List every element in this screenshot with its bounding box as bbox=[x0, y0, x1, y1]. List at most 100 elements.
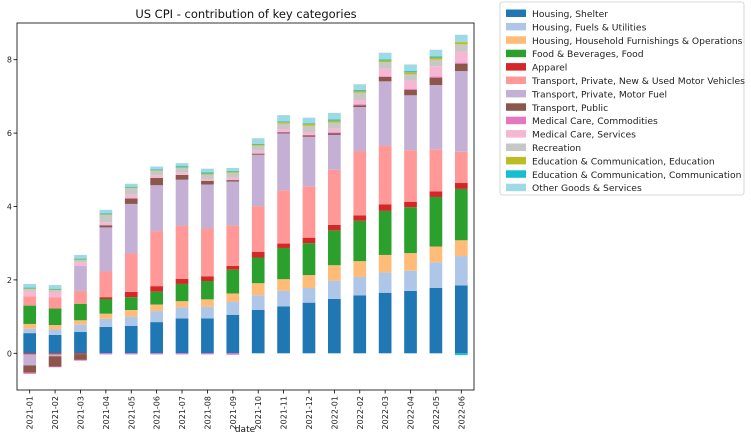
bar-segment bbox=[74, 324, 87, 333]
legend-swatch bbox=[506, 9, 526, 17]
bar-segment bbox=[23, 296, 37, 306]
bar-segment bbox=[150, 169, 163, 171]
bar-segment bbox=[175, 283, 189, 302]
bar-segment bbox=[48, 297, 62, 309]
bar-segment bbox=[99, 209, 113, 214]
bar-segment bbox=[23, 328, 37, 334]
bar-segment bbox=[454, 256, 468, 286]
bar-segment bbox=[404, 95, 417, 151]
legend-label: Recreation bbox=[532, 143, 581, 154]
bar-segment bbox=[175, 318, 189, 354]
x-tick-label: 2021-05 bbox=[127, 396, 136, 429]
bar-segment bbox=[353, 295, 367, 354]
y-axis: 0 2 4 6 8 bbox=[7, 56, 17, 358]
bar-segment bbox=[429, 59, 443, 67]
bar-segment bbox=[378, 254, 392, 273]
bar-segment bbox=[150, 304, 163, 312]
bar-segment bbox=[378, 59, 392, 61]
bar-segment bbox=[353, 261, 367, 277]
bar-segment bbox=[353, 107, 367, 152]
bar-segment bbox=[23, 365, 37, 373]
bar-segment bbox=[378, 76, 392, 77]
bar-segment bbox=[48, 325, 62, 330]
bar-segment bbox=[124, 353, 138, 355]
bar-segment bbox=[302, 243, 316, 276]
bar-segment bbox=[277, 243, 290, 248]
bar-segment bbox=[378, 145, 392, 205]
bar-segment bbox=[302, 275, 316, 288]
bar-segment bbox=[277, 121, 290, 123]
bar-segment bbox=[251, 309, 265, 354]
x-tick-label: 2021-04 bbox=[102, 396, 111, 429]
bar-segment bbox=[429, 56, 443, 58]
bar-segment bbox=[226, 167, 240, 171]
bar-segment bbox=[124, 198, 138, 204]
bar-segment bbox=[429, 85, 443, 150]
bar-segment bbox=[124, 203, 138, 254]
legend-swatch bbox=[506, 49, 526, 58]
bar-segment bbox=[48, 354, 62, 357]
bar-segment bbox=[99, 313, 113, 319]
bar-segment bbox=[226, 269, 240, 294]
bar-segment bbox=[74, 290, 87, 304]
legend-swatch bbox=[506, 143, 526, 151]
x-tick-label: 2021-12 bbox=[305, 396, 314, 429]
bar-segment bbox=[48, 329, 62, 335]
bar-segment bbox=[23, 283, 37, 288]
legend-label: Housing, Fuels & Utilities bbox=[532, 22, 647, 33]
bar-segment bbox=[404, 270, 417, 291]
bar-segment bbox=[23, 333, 37, 354]
legend-swatch bbox=[506, 22, 526, 31]
bar-segment bbox=[378, 52, 392, 60]
bar-segment bbox=[201, 172, 214, 174]
bar-segment bbox=[175, 174, 189, 180]
bar-segment bbox=[302, 123, 316, 124]
bar-segment bbox=[201, 184, 214, 229]
bar-segment bbox=[226, 171, 240, 173]
bar-segment bbox=[23, 354, 37, 366]
bar-segment bbox=[454, 285, 468, 354]
x-tick-label: 2021-03 bbox=[76, 396, 85, 429]
bar-segment bbox=[404, 290, 417, 354]
bar-segment bbox=[353, 84, 367, 90]
bar-segment bbox=[175, 301, 189, 308]
bar-segment bbox=[150, 231, 163, 287]
legend-label: Other Goods & Services bbox=[532, 183, 642, 194]
bar-segment bbox=[124, 187, 138, 189]
bar-segment bbox=[328, 134, 341, 170]
bar-segment bbox=[277, 247, 290, 280]
bar-segment bbox=[74, 332, 87, 354]
x-tick-label: 2021-11 bbox=[280, 396, 289, 429]
bar-segment bbox=[302, 237, 316, 244]
bar-segment bbox=[277, 129, 290, 132]
bar-segment bbox=[328, 128, 341, 133]
bar-segment bbox=[353, 276, 367, 296]
bar-segment bbox=[99, 213, 113, 215]
bar-segment bbox=[226, 353, 240, 355]
legend-swatch bbox=[506, 183, 526, 192]
bar-segment bbox=[150, 185, 163, 232]
bar-segment bbox=[23, 372, 37, 374]
bar-segment bbox=[74, 354, 87, 360]
bar-segment bbox=[124, 316, 138, 326]
legend-swatch bbox=[506, 63, 526, 71]
bar-segment bbox=[124, 297, 138, 310]
bar-segment bbox=[454, 240, 468, 257]
x-tick-label: 2022-01 bbox=[330, 396, 339, 429]
bar-segment bbox=[74, 260, 87, 263]
bar-segment bbox=[277, 133, 290, 191]
bar-segment bbox=[251, 252, 265, 258]
bar-segment bbox=[353, 90, 367, 93]
x-tick-label: 2021-01 bbox=[26, 396, 35, 429]
legend-swatch bbox=[506, 36, 526, 44]
bar-segment bbox=[378, 68, 392, 77]
bar-segment bbox=[99, 214, 113, 223]
bar-segment bbox=[23, 353, 37, 355]
bar-segment bbox=[48, 292, 62, 298]
legend-swatch bbox=[506, 130, 526, 138]
bar-segment bbox=[124, 186, 138, 188]
y-tick-label: 8 bbox=[7, 56, 12, 65]
bar-segment bbox=[454, 62, 468, 64]
plot-frame bbox=[16, 22, 475, 391]
